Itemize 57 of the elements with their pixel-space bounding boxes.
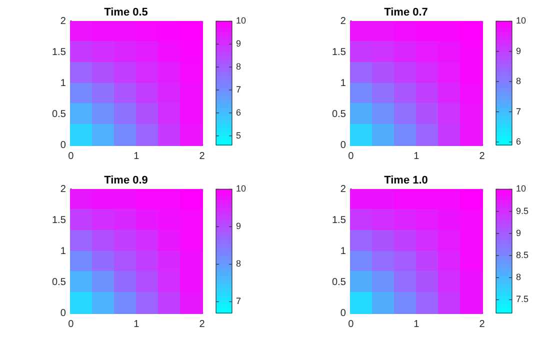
color-bar-label: 9 [516, 228, 522, 238]
color-bar-label: 9 [236, 38, 242, 49]
color-bar-label: 7.5 [516, 294, 529, 304]
color-bar-label: 7 [516, 106, 522, 116]
chart-title: Time 0.7 [384, 6, 428, 19]
x-tick-label: 0 [348, 318, 354, 330]
color-bar-label: 9.5 [516, 206, 529, 216]
y-tick-label: 1 [60, 246, 66, 257]
y-tick-label: 1.5 [52, 46, 66, 58]
y-tick-label: 1.5 [332, 46, 346, 58]
color-bar-label: 7 [236, 84, 242, 94]
y-tick-label: 0 [340, 308, 346, 319]
x-tick-label: 2 [479, 150, 486, 162]
y-tick-label: 2 [340, 184, 346, 195]
color-bar-label: 8.5 [516, 250, 529, 260]
color-bar-label: 10 [516, 16, 526, 26]
y-tick-label: 2 [340, 16, 346, 27]
color-bar-label: 6 [516, 136, 522, 146]
y-tick-label: 0 [60, 140, 66, 151]
x-tick-label: 0 [348, 150, 354, 162]
color-bar-label: 8 [236, 62, 242, 72]
color-bar-label: 8 [516, 76, 522, 86]
y-tick-label: 0.5 [52, 108, 66, 120]
color-bar-label: 8 [236, 258, 242, 269]
x-tick-label: 0 [68, 318, 74, 330]
y-tick-label: 0 [340, 140, 346, 151]
y-tick-label: 2 [60, 184, 66, 195]
y-tick-label: 0 [60, 308, 66, 319]
y-tick-label: 0.5 [52, 276, 66, 288]
x-tick-label: 2 [199, 318, 206, 330]
x-tick-label: 1 [134, 150, 140, 162]
y-tick-label: 1 [340, 246, 346, 257]
x-tick-label: 0 [68, 150, 74, 162]
color-bar-label: 5 [236, 130, 242, 140]
color-bar-label: 10 [516, 184, 526, 194]
y-tick-label: 1.5 [332, 214, 346, 226]
y-tick-label: 0.5 [332, 108, 346, 120]
color-bar-label: 7 [236, 296, 242, 306]
x-tick-label: 2 [199, 150, 206, 162]
color-bar-label: 10 [236, 184, 246, 194]
chart-title: Time 1.0 [384, 174, 428, 187]
y-tick-label: 1.5 [52, 214, 66, 226]
color-bar-label: 9 [516, 46, 522, 56]
color-bar-label: 6 [236, 107, 242, 118]
chart-title: Time 0.9 [104, 174, 148, 187]
x-tick-label: 1 [134, 318, 140, 330]
y-tick-label: 1 [340, 78, 346, 89]
color-bar-label: 10 [236, 16, 246, 26]
color-bar-label: 8 [516, 272, 522, 282]
x-tick-label: 1 [414, 318, 420, 330]
x-tick-label: 1 [414, 150, 420, 162]
y-tick-label: 2 [60, 16, 66, 27]
y-tick-label: 0.5 [332, 276, 346, 288]
color-bar-label: 9 [236, 221, 242, 232]
x-tick-label: 2 [479, 318, 486, 330]
chart-title: Time 0.5 [104, 6, 148, 19]
y-tick-label: 1 [60, 78, 66, 89]
